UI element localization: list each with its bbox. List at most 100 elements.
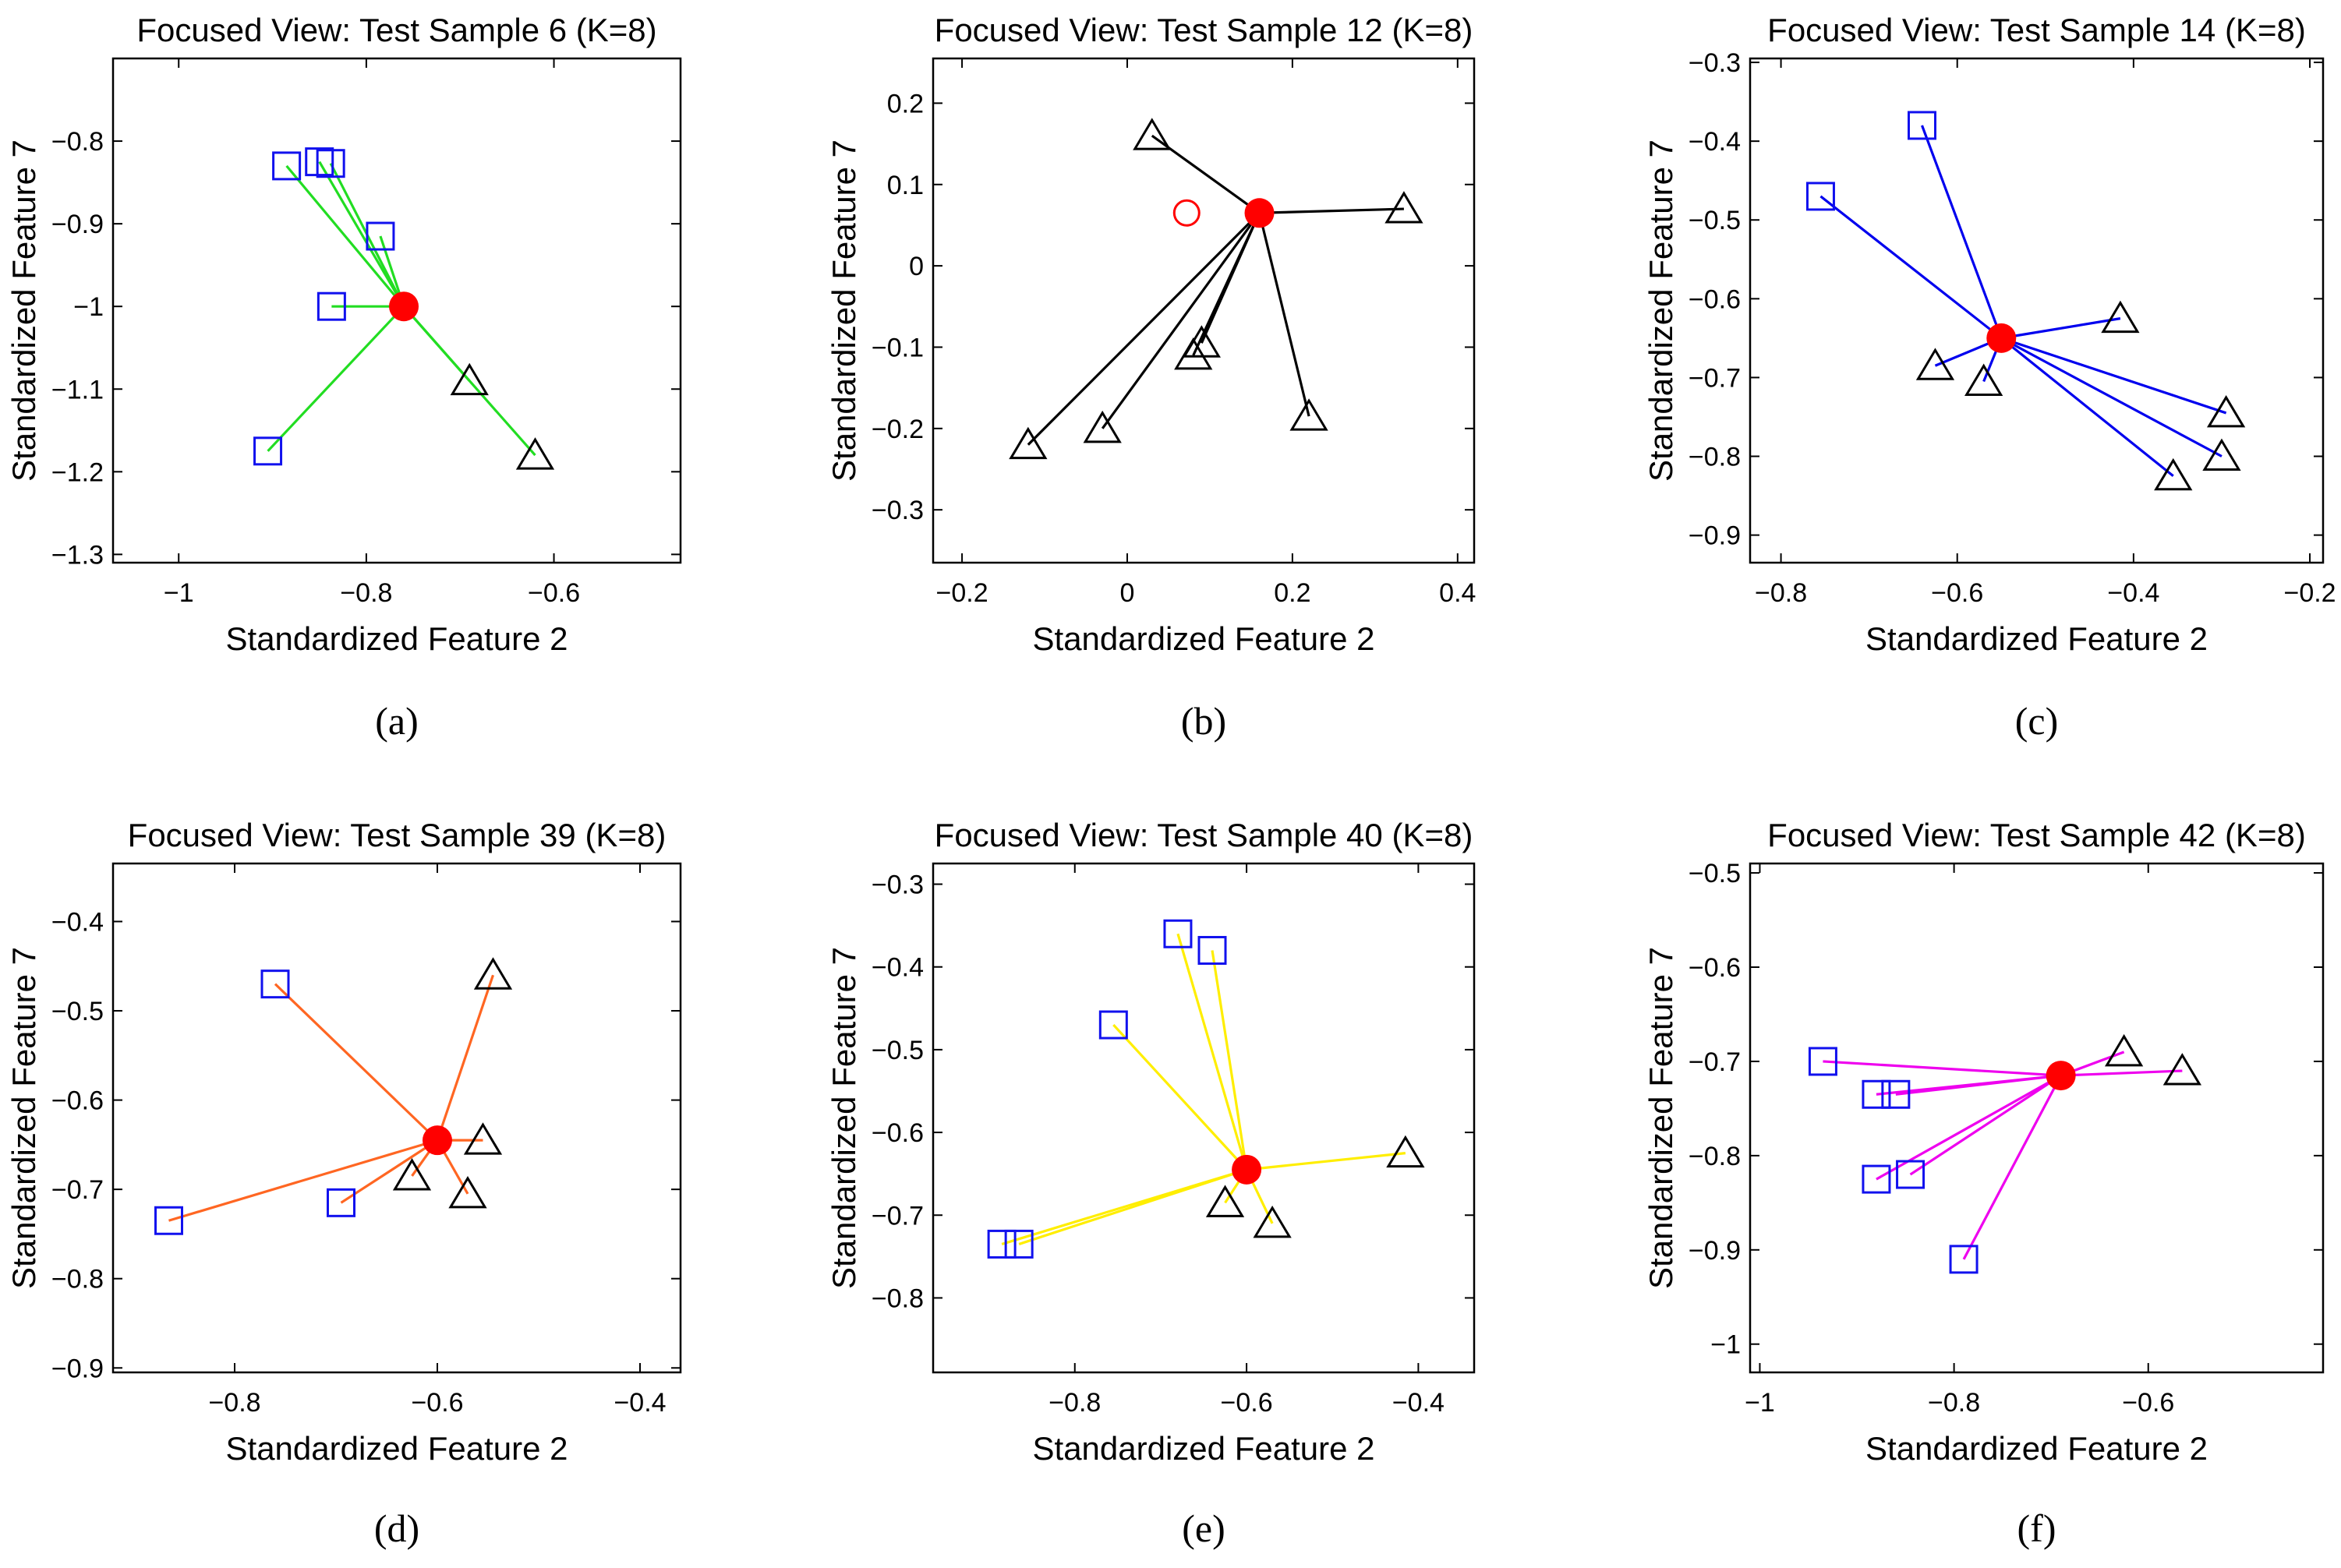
- triangle-marker: [2202, 438, 2241, 471]
- neighbor-link-line: [1176, 933, 1248, 1171]
- y-axis-label: Standardized Feature 7: [826, 947, 862, 1289]
- square-marker: [1881, 1079, 1911, 1109]
- panel-label: (a): [375, 699, 419, 743]
- neighbor-link-line: [402, 305, 536, 457]
- square-marker: [316, 291, 346, 321]
- y-tick-label: −1.2: [51, 457, 104, 487]
- data-layer: [253, 147, 555, 470]
- y-axis-label: Standardized Feature 7: [826, 139, 862, 482]
- x-axis-label: Standardized Feature 2: [226, 620, 568, 657]
- x-tick-label: −0.2: [936, 578, 988, 608]
- y-tick-label: −0.5: [51, 997, 104, 1026]
- x-tick-label: −0.2: [2283, 578, 2336, 608]
- y-axis-label: Standardized Feature 7: [5, 947, 42, 1289]
- square-marker: [1098, 1010, 1128, 1040]
- square-marker: [1949, 1245, 1979, 1274]
- square-marker: [327, 1188, 355, 1217]
- square-marker: [272, 151, 302, 181]
- neighbor-link-line: [1018, 1168, 1247, 1245]
- neighbor-link-line: [1819, 195, 2003, 340]
- triangle-marker: [2154, 457, 2193, 491]
- square-marker: [1004, 1229, 1034, 1259]
- square-marker: [316, 149, 345, 178]
- triangle-marker: [1386, 1135, 1425, 1168]
- y-tick-label: −0.9: [1689, 1236, 1741, 1266]
- neighbor-link-line: [2000, 337, 2227, 415]
- x-tick-label: −0.8: [208, 1388, 260, 1418]
- square-marker: [1862, 1164, 1891, 1194]
- x-tick-label: −1: [164, 578, 194, 608]
- x-tick-label: −0.8: [340, 578, 392, 608]
- y-tick-label: −0.4: [51, 907, 104, 937]
- x-tick-label: −0.6: [1221, 1388, 1273, 1418]
- y-tick-label: −0.5: [872, 1036, 924, 1065]
- triangle-marker: [1133, 118, 1172, 150]
- x-tick-label: −0.8: [1755, 578, 1807, 608]
- square-marker: [987, 1229, 1017, 1259]
- panel-f: Focused View: Test Sample 42 (K=8) −1 −0.8…: [1643, 817, 2325, 1467]
- test-point-marker: [1244, 198, 1275, 228]
- x-tick-label: −0.8: [1048, 1388, 1101, 1418]
- neighbor-link-line: [436, 974, 495, 1141]
- y-tick-label: −0.6: [1689, 953, 1741, 983]
- square-marker: [1862, 1079, 1891, 1109]
- square-marker: [1163, 919, 1193, 948]
- plot-area: [932, 57, 1476, 564]
- triangle-marker: [2101, 300, 2140, 334]
- y-tick-label: −0.7: [1689, 1047, 1741, 1077]
- y-tick-label: −0.6: [51, 1086, 104, 1116]
- neighbor-link-line: [1027, 212, 1261, 446]
- triangle-marker: [2162, 1053, 2202, 1086]
- chart-title: Focused View: Test Sample 6 (K=8): [136, 12, 656, 48]
- neighbor-link-line: [2001, 317, 2121, 340]
- neighbor-link-line: [267, 305, 405, 452]
- square-marker: [1197, 935, 1227, 965]
- x-tick-label: −0.4: [614, 1388, 666, 1418]
- square-marker: [1808, 1047, 1837, 1076]
- neighbor-link-line: [1921, 125, 2003, 339]
- y-tick-label: −0.4: [872, 953, 924, 983]
- x-tick-label: 0: [1120, 578, 1135, 608]
- triangle-marker: [473, 957, 513, 990]
- panel-label: (f): [2017, 1506, 2056, 1550]
- panel-a: Focused View: Test Sample 6 (K=8) −1 −0.8 −…: [5, 12, 682, 657]
- y-tick-label: −0.4: [1689, 127, 1741, 157]
- y-tick-label: −0.3: [872, 496, 924, 525]
- x-tick-label: −0.6: [528, 578, 580, 608]
- panel-b: Focused View: Test Sample 12 (K=8) −0.2 0 0…: [826, 12, 1476, 657]
- chart-title: Focused View: Test Sample 12 (K=8): [935, 12, 1473, 48]
- panel-label: (d): [374, 1506, 419, 1550]
- triangle-marker: [1009, 426, 1048, 460]
- plot-area: [1749, 862, 2325, 1374]
- x-axis-label: Standardized Feature 2: [226, 1430, 568, 1467]
- y-tick-label: −0.8: [51, 1265, 104, 1294]
- data-layer: [1009, 118, 1423, 460]
- triangle-marker: [2206, 394, 2246, 428]
- test-point-marker: [1232, 1154, 1262, 1185]
- neighbor-link-line: [168, 1139, 438, 1222]
- square-marker: [1805, 182, 1835, 211]
- test-point-marker: [423, 1125, 452, 1156]
- triangle-marker: [1205, 1185, 1245, 1217]
- y-tick-label: −0.1: [872, 333, 924, 362]
- neighbor-link-line: [2000, 337, 2223, 457]
- square-marker: [260, 969, 290, 999]
- square-marker: [1908, 111, 1936, 140]
- y-tick-label: −0.2: [872, 415, 924, 444]
- panel-label: (c): [2015, 699, 2059, 743]
- neighbor-link-line: [340, 1139, 438, 1204]
- y-tick-label: −0.9: [51, 210, 104, 239]
- y-axis-label: Standardized Feature 7: [1643, 139, 1679, 482]
- chart-title: Focused View: Test Sample 42 (K=8): [1767, 817, 2306, 853]
- y-tick-label: −1: [1710, 1330, 1741, 1360]
- y-tick-label: 0.2: [887, 89, 924, 118]
- data-layer: [1808, 1033, 2202, 1274]
- data-layer: [987, 919, 1425, 1259]
- neighbor-link-line: [1101, 212, 1261, 429]
- x-tick-label: 0.4: [1439, 578, 1476, 608]
- triangle-marker: [1253, 1205, 1292, 1238]
- chart-title: Focused View: Test Sample 39 (K=8): [128, 817, 667, 853]
- triangle-marker: [515, 437, 555, 470]
- x-tick-label: −1: [1745, 1388, 1775, 1418]
